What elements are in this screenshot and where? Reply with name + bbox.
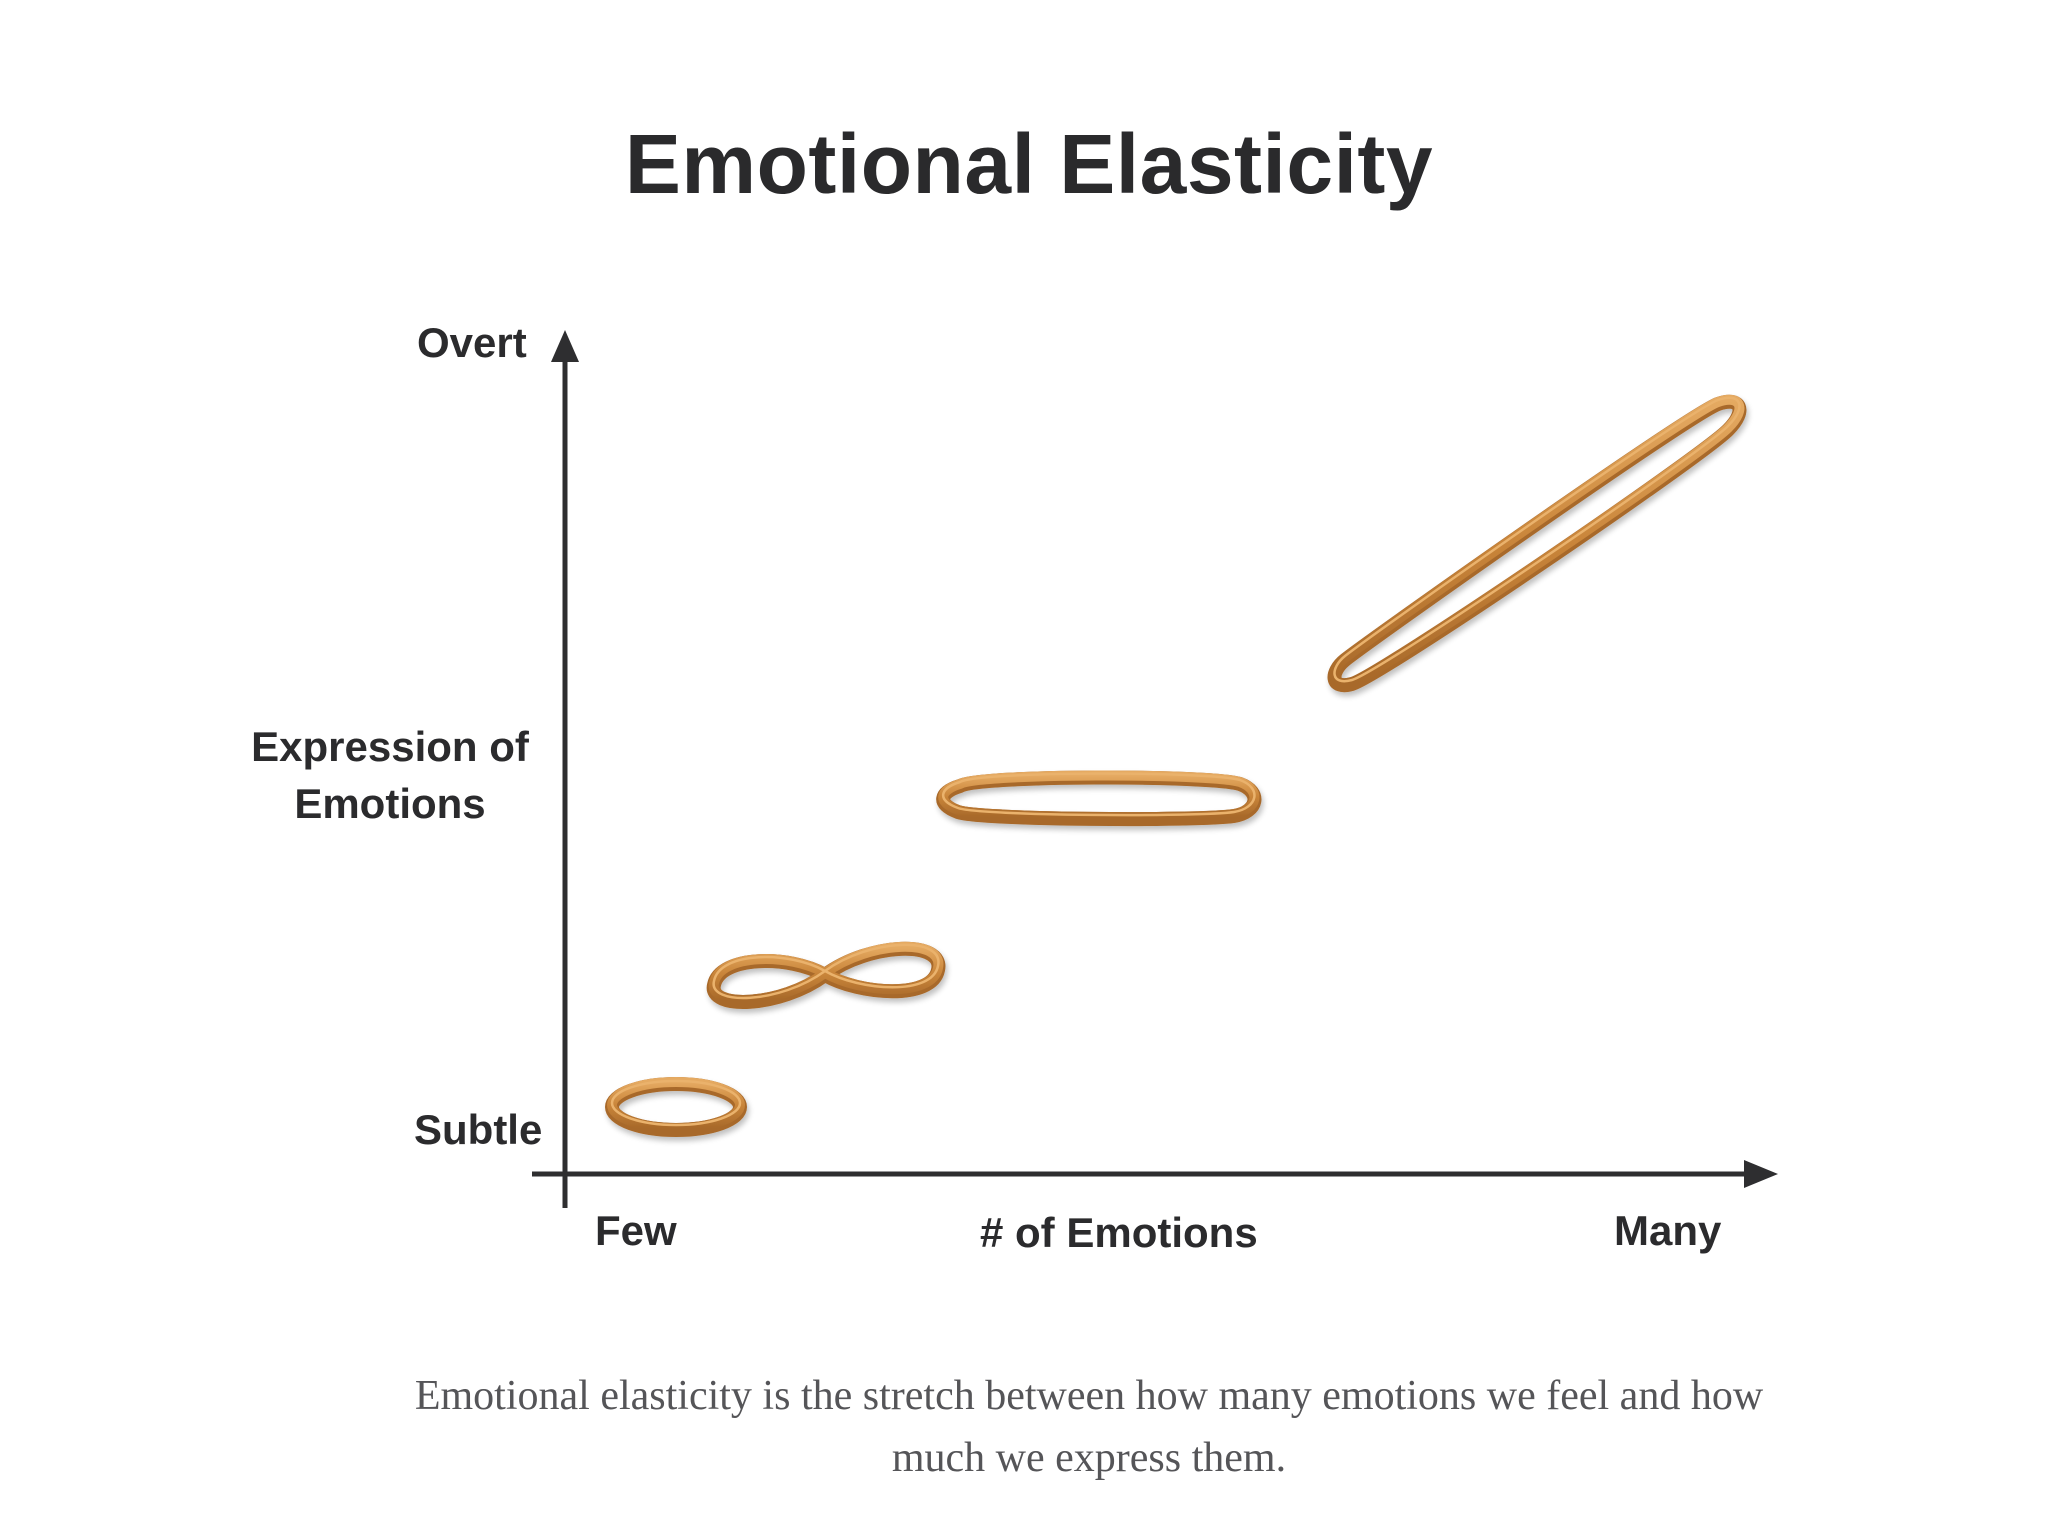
rubber-band-loop bbox=[605, 1077, 747, 1137]
rubber-band-figure-eight bbox=[706, 941, 946, 1009]
y-axis-title: Expression of Emotions bbox=[251, 723, 529, 827]
x-axis-title: # of Emotions bbox=[980, 1209, 1258, 1256]
x-axis-right-label: Many bbox=[1614, 1207, 1722, 1254]
rubber-band-fully-stretched bbox=[1327, 394, 1747, 693]
y-axis-top-label: Overt bbox=[417, 319, 527, 366]
diagram-caption: Emotional elasticity is the stretch betw… bbox=[414, 1373, 1764, 1481]
x-axis-left-label: Few bbox=[595, 1207, 677, 1254]
y-axis-arrowhead bbox=[551, 330, 579, 362]
x-axis-arrowhead bbox=[1744, 1160, 1778, 1188]
y-axis-bottom-label: Subtle bbox=[414, 1106, 543, 1153]
diagram-title: Emotional Elasticity bbox=[624, 117, 1434, 211]
rubber-band-stretched-oval bbox=[936, 770, 1262, 827]
